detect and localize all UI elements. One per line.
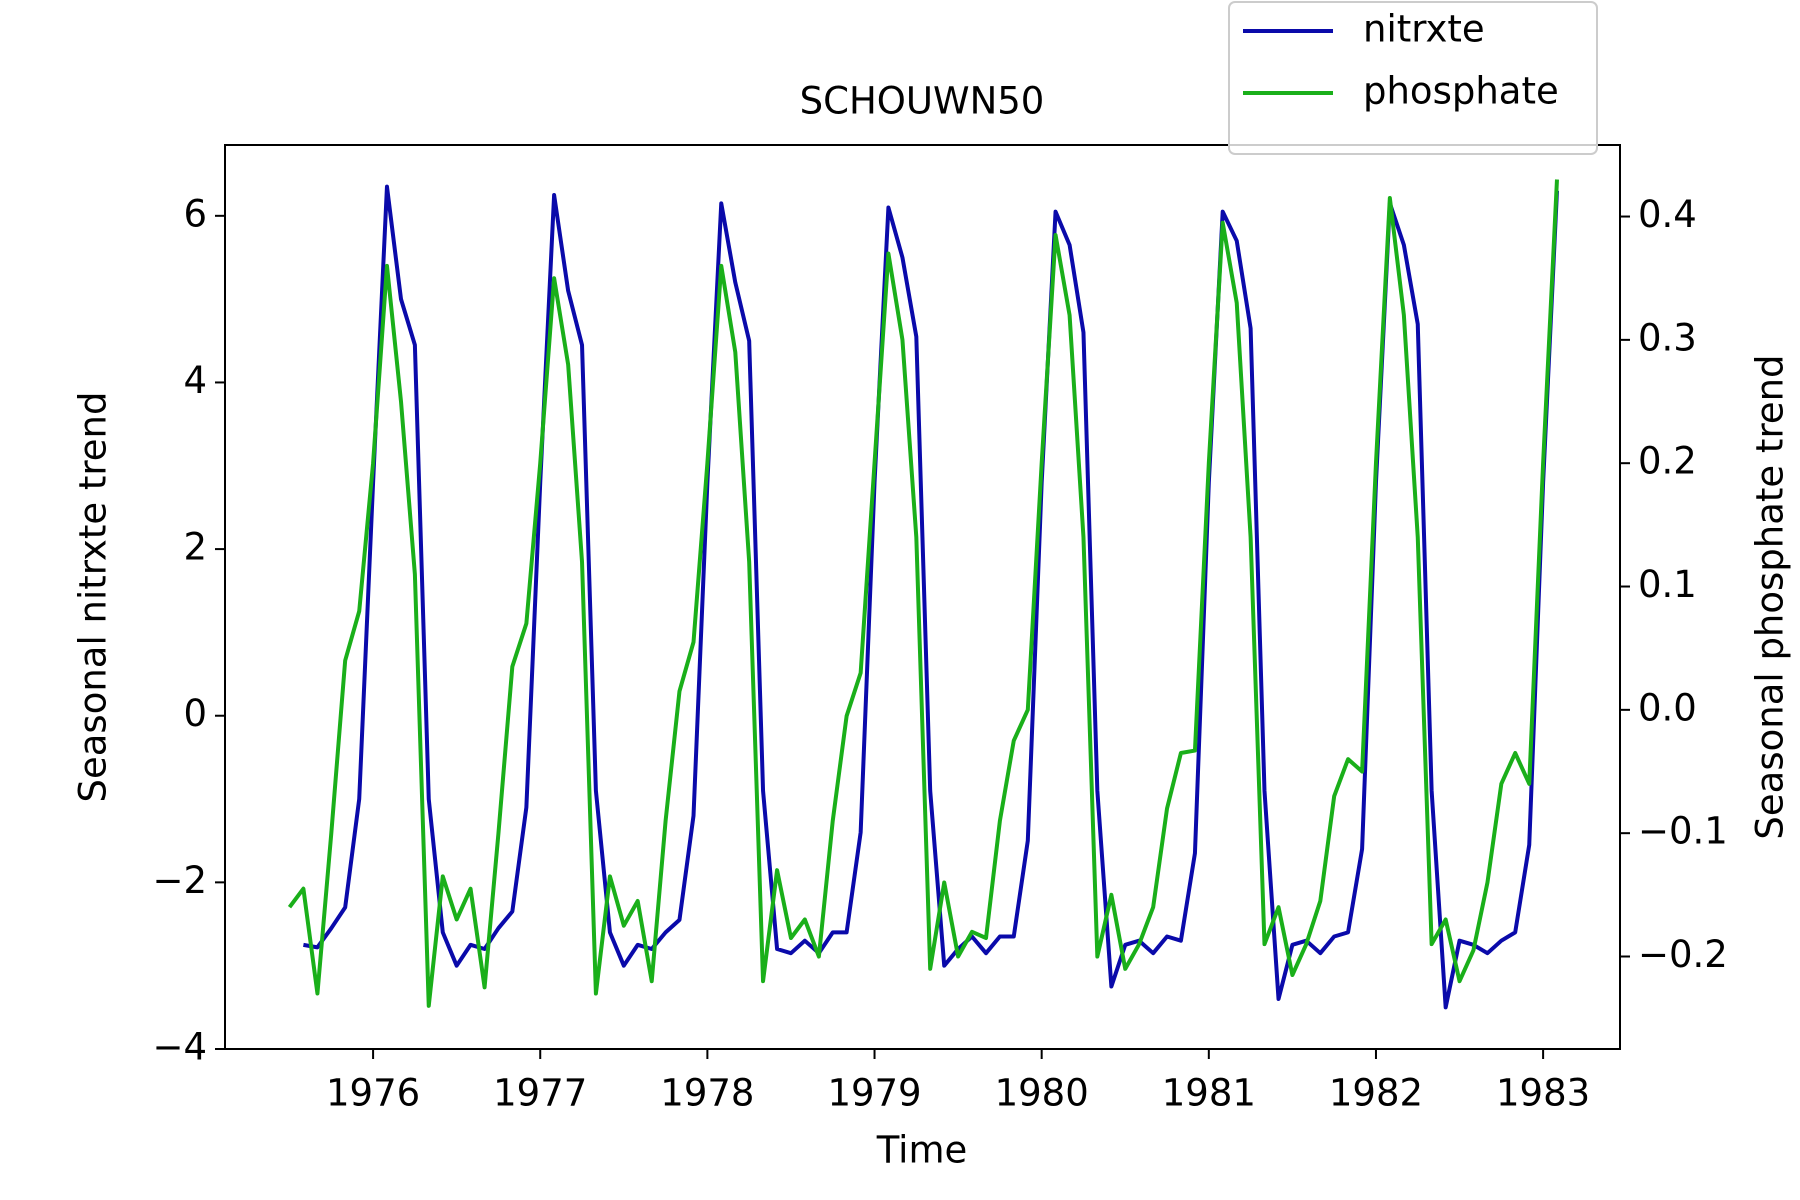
- x-tick-label: 1981: [1162, 1072, 1256, 1115]
- y2-tick-label: 0.1: [1638, 563, 1697, 606]
- x-tick-label: 1976: [326, 1072, 420, 1115]
- chart-title: SCHOUWN50: [800, 80, 1045, 123]
- y2-tick-label: −0.2: [1638, 933, 1728, 976]
- y2-tick-label: 0.0: [1638, 686, 1697, 729]
- x-tick-label: 1980: [995, 1072, 1089, 1115]
- y-tick-label: 0: [183, 692, 207, 735]
- series-line: [303, 184, 1559, 1010]
- plot-frame: [224, 144, 1621, 1050]
- x-tick-label: 1983: [1496, 1072, 1590, 1115]
- y2-tick-label: −0.1: [1638, 810, 1728, 853]
- y-tick-label: 6: [183, 192, 207, 235]
- legend-label: nitrxte: [1363, 8, 1485, 51]
- y2-tick-label: 0.4: [1638, 193, 1697, 236]
- y2-tick-label: 0.3: [1638, 316, 1697, 359]
- x-tick-label: 1977: [493, 1072, 587, 1115]
- legend-label: phosphate: [1363, 70, 1559, 113]
- y-tick-label: 2: [183, 526, 207, 569]
- y-tick-label: −2: [152, 859, 207, 902]
- y-axis-label: Seasonal nitrxte trend: [72, 392, 115, 803]
- y-tick-label: −4: [152, 1026, 207, 1069]
- x-tick-label: 1978: [660, 1072, 754, 1115]
- y2-axis-label: Seasonal phosphate trend: [1749, 354, 1792, 839]
- x-tick-label: 1982: [1329, 1072, 1423, 1115]
- x-tick-label: 1979: [827, 1072, 921, 1115]
- x-axis-label: Time: [876, 1129, 968, 1172]
- series-line: [287, 179, 1559, 1008]
- y2-tick-label: 0.2: [1638, 440, 1697, 483]
- legend-box: [1228, 1, 1598, 155]
- y-tick-label: 4: [183, 359, 207, 402]
